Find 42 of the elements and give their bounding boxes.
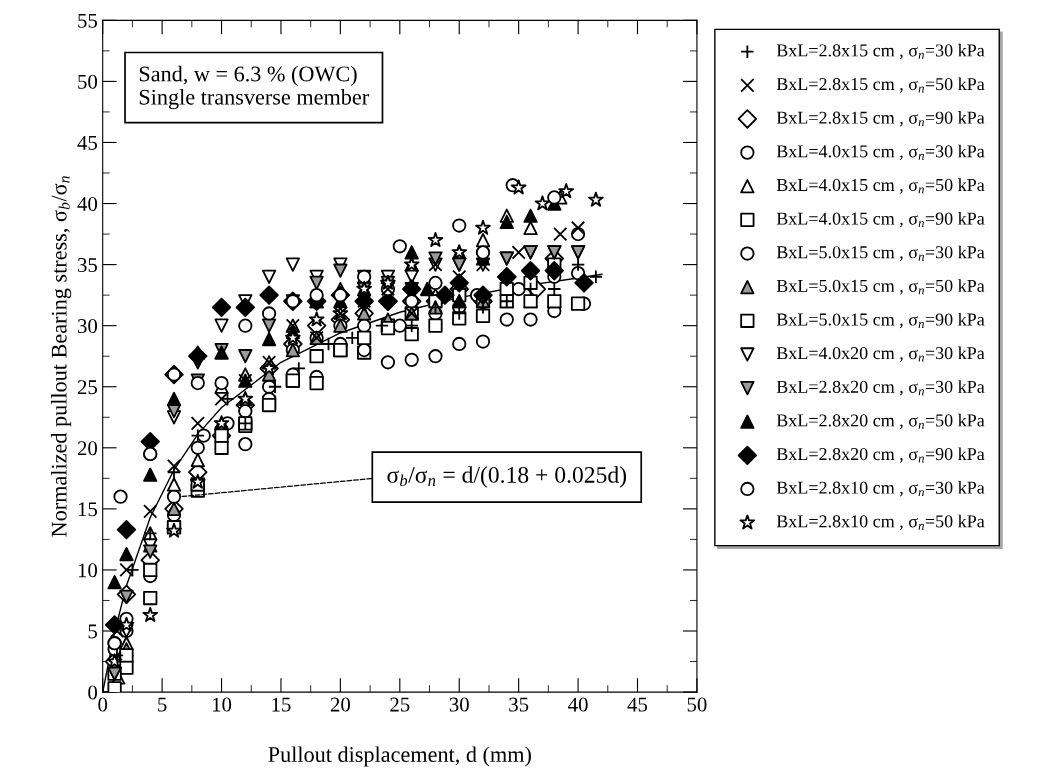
x-tick-label: 20 [330, 697, 351, 712]
y-axis-title: Normalized pullout Bearing stress, σ$_{b}$/σ$_{n}$ [51, 176, 72, 537]
legend-label: BxL=2.8x15 cm , σ$_{n}$=50 kPa [776, 77, 985, 93]
x-tick-label: 30 [449, 697, 469, 712]
annotation: σ$_{b}$/σ$_{n}$ = d/(0.18 + 0.025d) [387, 466, 627, 488]
y-tick-label: 0 [88, 685, 98, 700]
x-tick-label: 45 [627, 697, 648, 712]
y-tick-label: 30 [78, 319, 98, 334]
legend-label: BxL=2.8x20 cm , σ$_{n}$=50 kPa [776, 413, 985, 430]
x-tick-label: 40 [568, 697, 588, 712]
y-tick-label: 25 [77, 380, 98, 395]
legend-label: BxL=4.0x15 cm , σ$_{n}$=50 kPa [776, 178, 985, 194]
legend-label: BxL=2.8x15 cm , σ$_{n}$=30 kPa [776, 43, 985, 60]
x-tick-label: 25 [390, 697, 410, 712]
annotation: Sand, w = 6.3 % (OWC) Single transverse member [139, 65, 369, 110]
y-tick-label: 10 [78, 563, 98, 578]
legend-label: BxL=2.8x20 cm , σ$_{n}$=30 kPa [776, 380, 985, 396]
legend-label: BxL=2.8x10 cm , σ$_{n}$=50 kPa [776, 514, 985, 531]
legend-label: BxL=5.0x15 cm , σ$_{n}$=50 kPa [776, 279, 985, 295]
x-tick-label: 50 [687, 697, 707, 712]
legend-label: BxL=2.8x10 cm , σ$_{n}$=30 kPa [776, 481, 985, 497]
legend-label: BxL=5.0x15 cm , σ$_{n}$=90 kPa [776, 312, 985, 329]
y-tick-label: 35 [78, 258, 98, 273]
y-tick-label: 20 [77, 441, 98, 456]
y-tick-label: 45 [77, 135, 98, 150]
legend-label: BxL=2.8x15 cm , σ$_{n}$=90 kPa [776, 111, 985, 127]
x-tick-label: 10 [212, 697, 232, 712]
legend-label: BxL=5.0x15 cm , σ$_{n}$=30 kPa [776, 245, 985, 261]
x-tick-label: 35 [509, 697, 529, 712]
y-tick-label: 15 [78, 502, 98, 517]
legend-label: BxL=4.0x15 cm , σ$_{n}$=30 kPa [776, 144, 985, 161]
x-axis-title: Pullout displacement, d (mm) [268, 746, 531, 767]
y-tick-label: 50 [78, 74, 98, 89]
legend-label: BxL=4.0x15 cm , σ$_{n}$=90 kPa [776, 211, 985, 228]
x-tick-label: 15 [272, 697, 291, 712]
x-tick-label: 0 [98, 697, 108, 712]
y-tick-label: 55 [78, 13, 98, 28]
y-tick-label: 5 [88, 624, 98, 639]
x-tick-label: 5 [158, 697, 167, 712]
y-tick-label: 40 [77, 196, 98, 211]
legend-label: BxL=2.8x20 cm , σ$_{n}$=90 kPa [776, 447, 985, 463]
legend-label: BxL=4.0x20 cm , σ$_{n}$=30 kPa [776, 346, 985, 362]
